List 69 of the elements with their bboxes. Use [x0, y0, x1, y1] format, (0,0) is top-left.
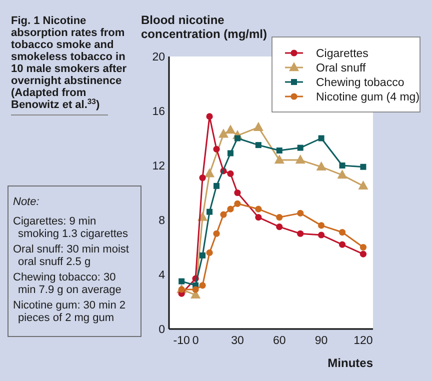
text: Note: — [13, 196, 40, 208]
point — [360, 250, 367, 258]
y-tick-label: 4 — [158, 270, 166, 282]
y-tick-label: 8 — [158, 215, 165, 227]
legend-label: Oral snuff — [316, 62, 366, 74]
point — [199, 174, 206, 182]
point — [339, 162, 346, 168]
text: Nicotine gum: 30 min 2 pieces of 2 mg gum — [13, 300, 126, 324]
y-tick-label: 12 — [152, 160, 165, 172]
point — [358, 180, 368, 190]
point — [338, 228, 346, 236]
legend-label: Nicotine gum (4 mg) — [316, 92, 420, 104]
point — [274, 154, 284, 164]
point — [316, 161, 326, 170]
point — [200, 252, 206, 258]
point — [199, 282, 206, 289]
point — [234, 200, 241, 207]
point — [214, 182, 220, 189]
point — [213, 230, 220, 237]
point — [234, 135, 240, 142]
point — [253, 122, 264, 131]
point — [225, 124, 236, 134]
x-tick-label: 30 — [231, 335, 244, 347]
x-tick-label: 90 — [314, 335, 328, 347]
point — [234, 189, 241, 196]
point — [295, 154, 306, 164]
point — [318, 135, 324, 142]
point — [178, 278, 185, 284]
point — [192, 286, 199, 293]
x-tick-label: 60 — [272, 335, 286, 347]
legend-label: Cigarettes — [316, 48, 369, 60]
x-tick-label: 0 — [192, 335, 199, 347]
point — [297, 210, 304, 216]
y-tick-label: 20 — [152, 52, 165, 64]
x-axis-title: Minutes — [328, 356, 374, 370]
text: Cigarettes: 9 min smoking 1.3 cigarettes — [13, 216, 129, 240]
point — [276, 214, 283, 221]
point — [297, 230, 304, 237]
point — [206, 113, 213, 120]
point — [276, 224, 283, 230]
legend-label: Chewing tobacco — [316, 77, 404, 89]
point — [276, 148, 282, 154]
y-tick-label: 0 — [158, 324, 165, 336]
x-tick-label: -10 — [173, 335, 190, 347]
point — [255, 142, 262, 148]
text: Oral snuff: 30 min moist oral snuff 2.5 g — [13, 244, 129, 268]
text: Chewing tobacco: 30 min 7.9 g on average — [13, 272, 122, 296]
point — [318, 222, 325, 229]
chart-title: Fig. 1 Nicotine absorption rates from tobacco smoke and smokeless tobacco in 10 male smokers after overnight abstinence (Adapted from Benowitz et al.$^{33}$) — [11, 15, 127, 111]
point — [220, 211, 227, 218]
point — [360, 244, 367, 251]
point — [337, 170, 348, 179]
y-tick-label: 16 — [152, 106, 165, 118]
point — [218, 128, 228, 138]
point — [227, 170, 234, 177]
point — [360, 164, 366, 170]
point — [227, 206, 234, 212]
point — [318, 232, 325, 238]
point — [255, 206, 262, 212]
point — [227, 150, 234, 156]
point — [255, 214, 262, 221]
x-tick-label: 120 — [354, 335, 373, 347]
point — [206, 208, 213, 215]
point — [213, 146, 220, 152]
point — [297, 144, 304, 151]
point — [338, 241, 346, 248]
y-axis-title: Blood nicotine concentration (mg/ml) — [141, 13, 268, 41]
point — [206, 249, 213, 256]
point — [204, 168, 215, 178]
